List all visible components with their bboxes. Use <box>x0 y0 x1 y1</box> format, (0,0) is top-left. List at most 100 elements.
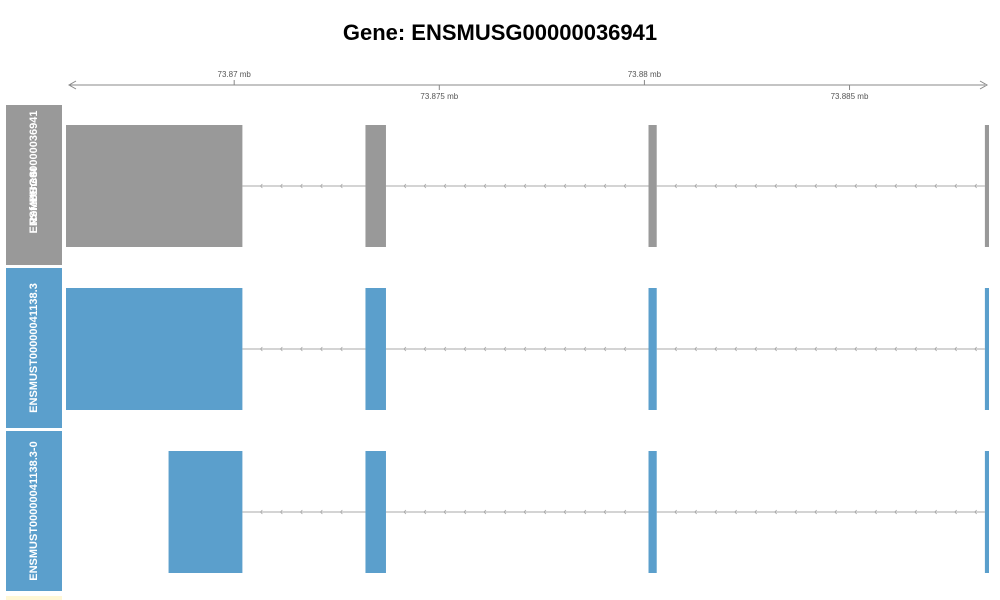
exon-block <box>168 451 243 573</box>
intron-direction-arrow <box>279 183 283 189</box>
intron-direction-arrow <box>463 346 467 352</box>
intron-direction-arrow <box>694 509 698 515</box>
intron-direction-arrow <box>854 183 858 189</box>
intron-direction-arrow <box>934 183 938 189</box>
intron-direction-arrow <box>403 509 407 515</box>
intron-direction-arrow <box>563 509 567 515</box>
intron-direction-arrow <box>259 346 263 352</box>
intron-direction-arrow <box>774 183 778 189</box>
axis-tick-label-bottom: 73.885 mb <box>831 92 869 101</box>
intron-direction-arrow <box>954 183 958 189</box>
intron-direction-arrow <box>894 183 898 189</box>
track-label: ENSMUST00000041138.3-0 <box>28 441 40 580</box>
intron-direction-arrow <box>974 346 978 352</box>
exon-block <box>648 451 657 573</box>
intron-direction-arrow <box>674 346 678 352</box>
intron-direction-arrow <box>874 183 878 189</box>
exon-block <box>365 288 386 410</box>
intron-direction-arrow <box>814 509 818 515</box>
intron-direction-arrow <box>974 509 978 515</box>
intron-direction-arrow <box>443 509 447 515</box>
intron-direction-arrow <box>423 346 427 352</box>
track-label-panel <box>6 105 62 265</box>
intron-direction-arrow <box>694 346 698 352</box>
track-label: Reference <box>28 171 40 224</box>
intron-direction-arrow <box>754 509 758 515</box>
intron-direction-arrow <box>603 509 607 515</box>
track-label-panel <box>6 431 62 591</box>
intron-direction-arrow <box>583 509 587 515</box>
intron-direction-arrow <box>319 346 323 352</box>
intron-direction-arrow <box>794 346 798 352</box>
intron-direction-arrow <box>443 183 447 189</box>
intron-direction-arrow <box>423 183 427 189</box>
exon-block <box>648 288 657 410</box>
track-label: BUGSI <box>28 168 40 203</box>
track-label-panel <box>6 268 62 428</box>
exon-block <box>984 288 989 410</box>
chart-title: Gene: ENSMUSG00000036941 <box>342 20 658 45</box>
intron-direction-arrow <box>674 509 678 515</box>
intron-direction-arrow <box>974 183 978 189</box>
intron-direction-arrow <box>443 346 447 352</box>
intron-direction-arrow <box>603 183 607 189</box>
intron-direction-arrow <box>259 183 263 189</box>
intron-direction-arrow <box>774 346 778 352</box>
intron-direction-arrow <box>814 346 818 352</box>
intron-direction-arrow <box>834 183 838 189</box>
intron-direction-arrow <box>754 346 758 352</box>
axis-arrow-left <box>67 80 77 90</box>
intron-direction-arrow <box>543 183 547 189</box>
intron-direction-arrow <box>463 509 467 515</box>
intron-direction-arrow <box>523 509 527 515</box>
intron-direction-arrow <box>463 183 467 189</box>
intron-direction-arrow <box>259 509 263 515</box>
exon-block <box>984 125 989 247</box>
axis-tick-label-top: 73.87 mb <box>218 70 252 79</box>
intron-direction-arrow <box>483 183 487 189</box>
intron-direction-arrow <box>319 183 323 189</box>
intron-direction-arrow <box>794 183 798 189</box>
intron-direction-arrow <box>483 346 487 352</box>
exon-block <box>365 125 386 247</box>
intron-direction-arrow <box>714 346 718 352</box>
intron-direction-arrow <box>583 346 587 352</box>
intron-direction-arrow <box>734 509 738 515</box>
intron-direction-arrow <box>834 509 838 515</box>
intron-direction-arrow <box>694 183 698 189</box>
intron-direction-arrow <box>914 509 918 515</box>
intron-direction-arrow <box>954 509 958 515</box>
exon-block <box>984 451 989 573</box>
track-label: ENSMUST00000041138.3 <box>28 283 40 413</box>
intron-direction-arrow <box>403 346 407 352</box>
intron-direction-arrow <box>583 183 587 189</box>
exon-block <box>66 288 243 410</box>
intron-direction-arrow <box>543 509 547 515</box>
intron-direction-arrow <box>623 183 627 189</box>
exon-block <box>648 125 657 247</box>
intron-direction-arrow <box>279 509 283 515</box>
intron-direction-arrow <box>603 346 607 352</box>
intron-direction-arrow <box>914 183 918 189</box>
intron-direction-arrow <box>894 346 898 352</box>
intron-direction-arrow <box>299 346 303 352</box>
intron-direction-arrow <box>299 183 303 189</box>
intron-direction-arrow <box>483 509 487 515</box>
intron-direction-arrow <box>714 509 718 515</box>
intron-direction-arrow <box>523 346 527 352</box>
track-edge-marker <box>6 596 62 600</box>
intron-direction-arrow <box>894 509 898 515</box>
intron-direction-arrow <box>563 346 567 352</box>
intron-direction-arrow <box>834 346 838 352</box>
intron-direction-arrow <box>734 346 738 352</box>
intron-direction-arrow <box>874 509 878 515</box>
intron-direction-arrow <box>854 346 858 352</box>
intron-direction-arrow <box>914 346 918 352</box>
intron-direction-arrow <box>954 346 958 352</box>
intron-direction-arrow <box>523 183 527 189</box>
intron-direction-arrow <box>674 183 678 189</box>
intron-direction-arrow <box>774 509 778 515</box>
intron-direction-arrow <box>934 509 938 515</box>
intron-direction-arrow <box>279 346 283 352</box>
